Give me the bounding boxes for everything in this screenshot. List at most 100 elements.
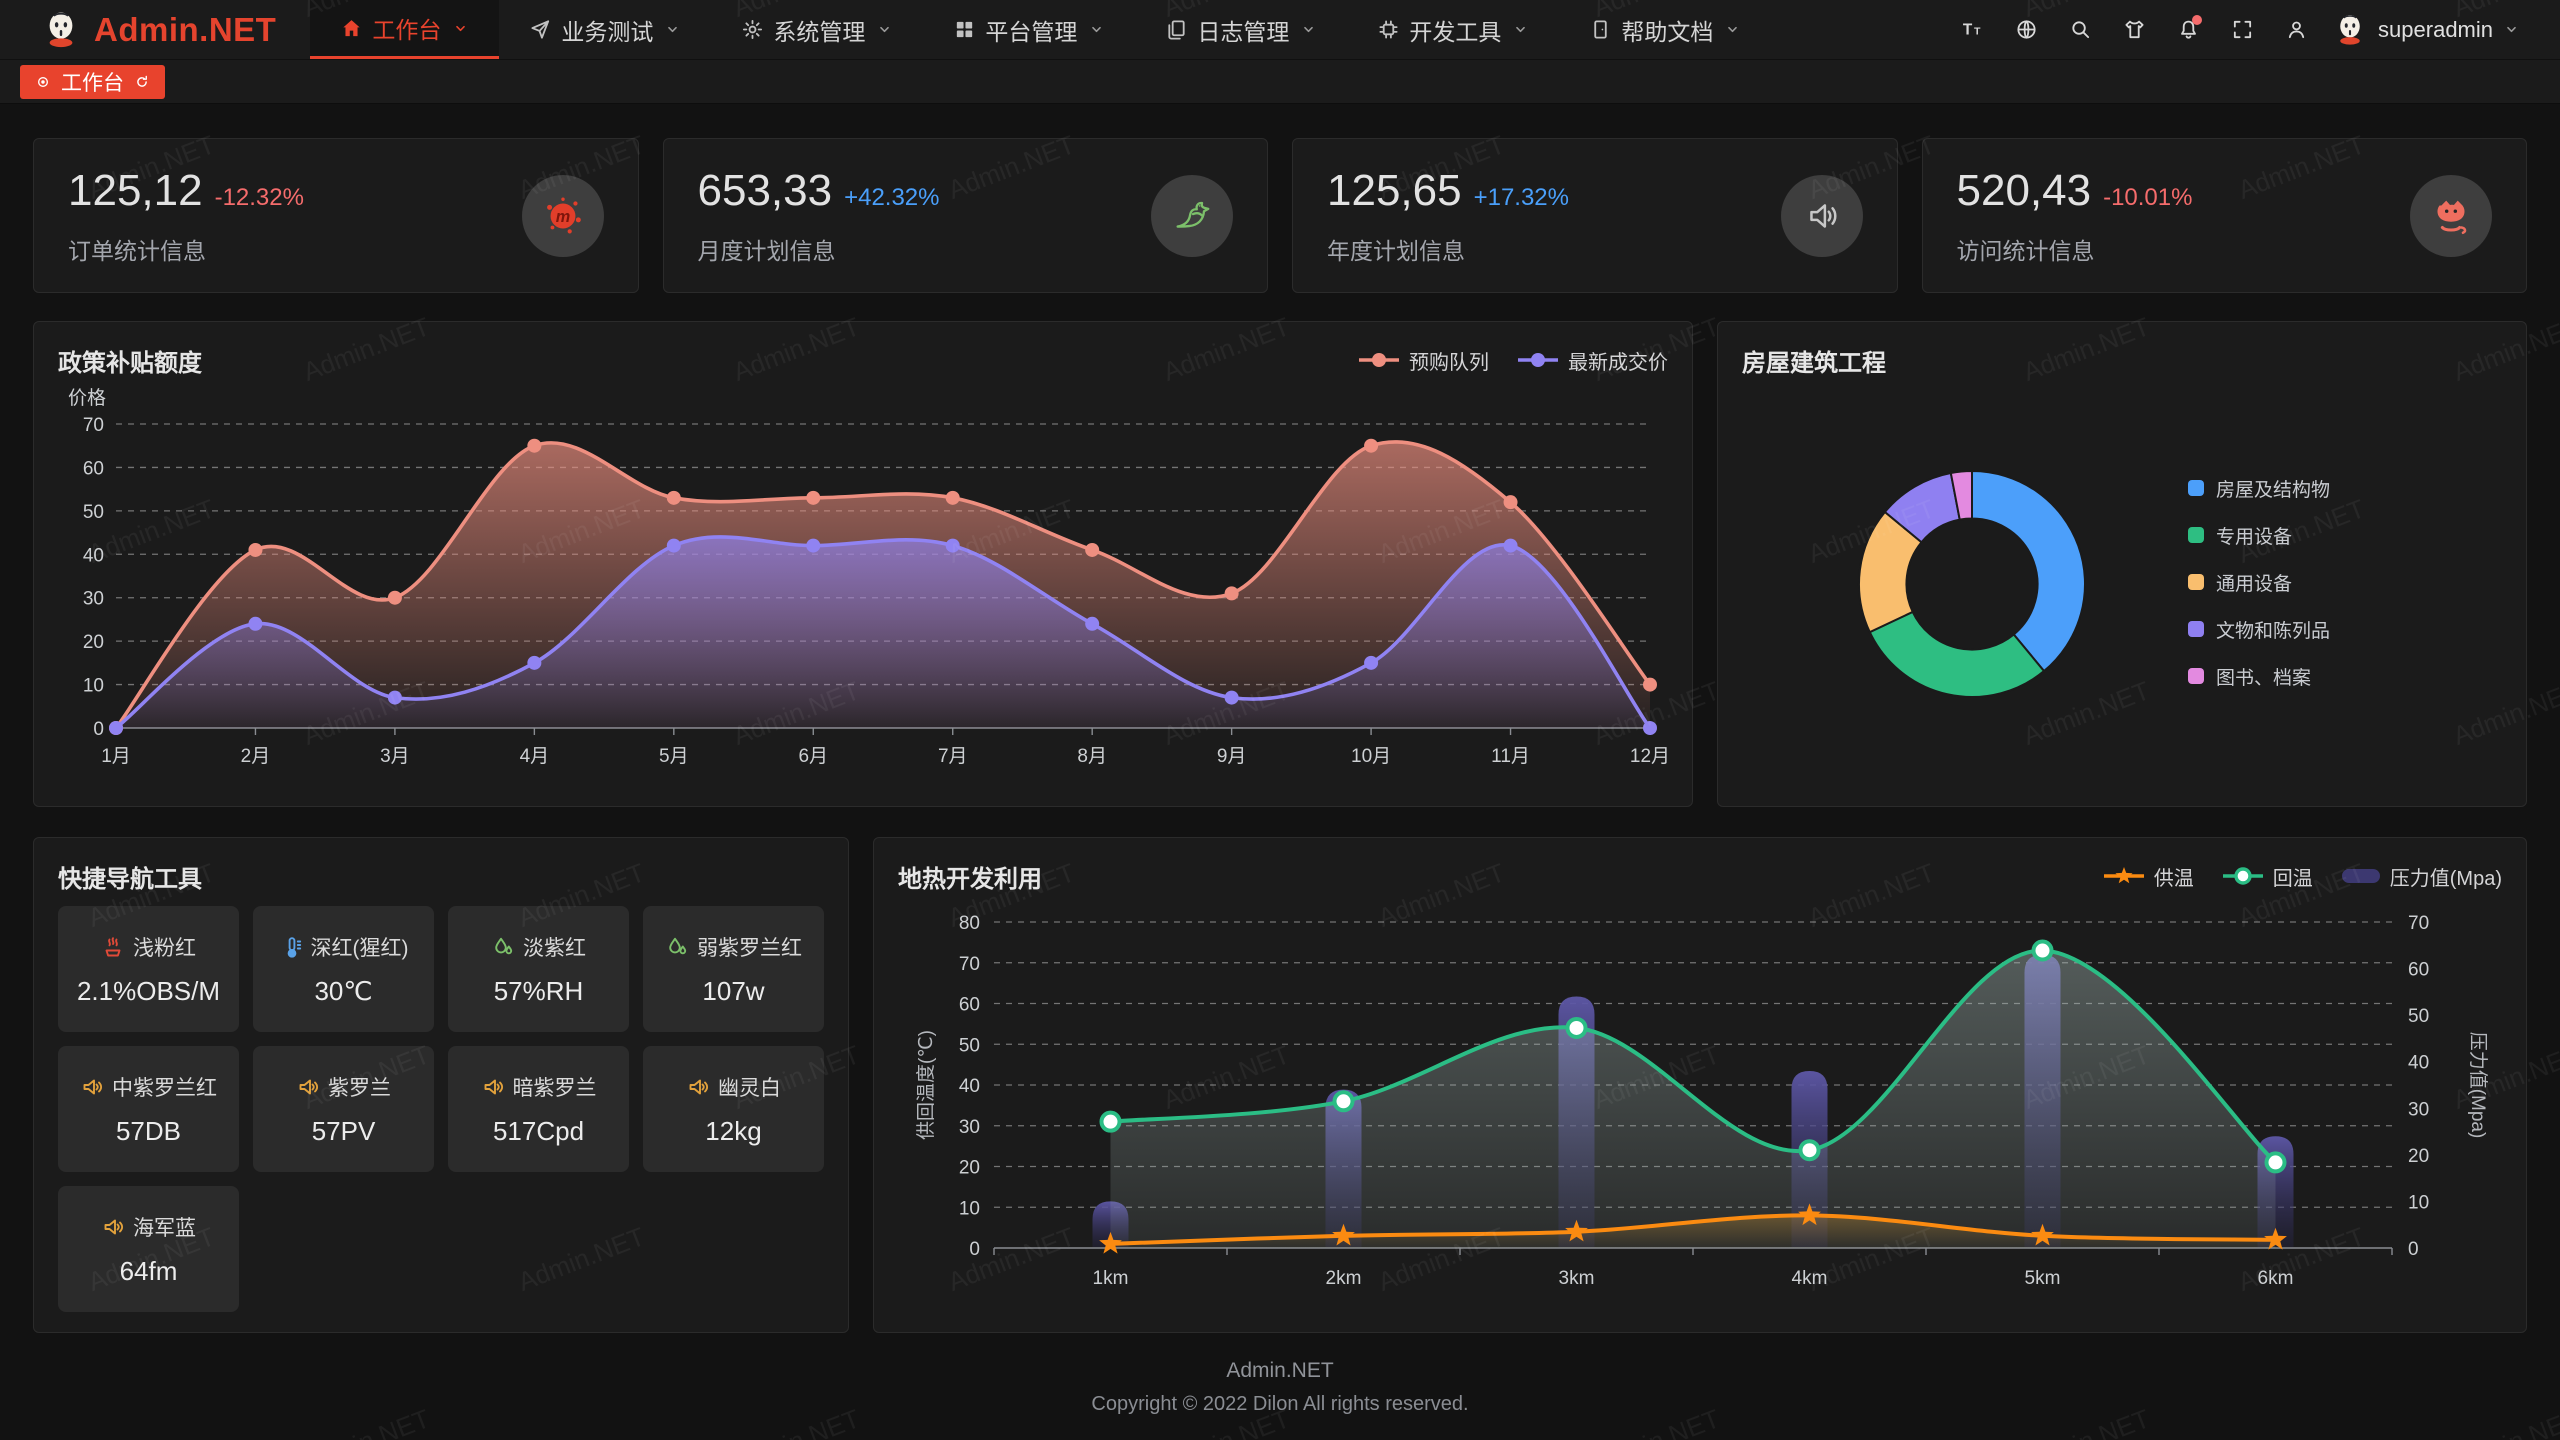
chevron-down-icon: [1300, 21, 1317, 38]
quick-nav-card-幽灵白[interactable]: 幽灵白 12kg: [643, 1046, 824, 1172]
stat-delta: +42.32%: [844, 183, 940, 211]
cpu-icon: [1377, 18, 1400, 41]
legend-label: 压力值(Mpa): [2389, 867, 2502, 890]
quick-nav-grid: 浅粉红 2.1%OBS/M 深红(猩红) 30℃ 淡紫红 57%RH 弱紫罗兰红 107w 中紫…: [58, 906, 824, 1312]
legend-swatch: [2188, 527, 2204, 543]
chevron-down-icon: [1088, 21, 1105, 38]
legend-item-预购队列[interactable]: 预购队列: [1358, 346, 1489, 375]
stat-value: 125,65: [1327, 165, 1462, 215]
legend-item-回温[interactable]: 回温: [2222, 862, 2313, 891]
legend-swatch: [2188, 574, 2204, 590]
menu-item-日志管理[interactable]: 日志管理: [1135, 0, 1347, 59]
svg-text:0: 0: [93, 719, 104, 740]
geothermal-chart-legend: 供温 回温 压力值(Mpa): [2103, 862, 2502, 891]
legend-item-图书、档案[interactable]: 图书、档案: [2188, 663, 2330, 690]
menu-item-开发工具[interactable]: 开发工具: [1347, 0, 1559, 59]
quick-nav-value: 107w: [702, 975, 765, 1006]
chevron-down-icon: [876, 21, 893, 38]
menu-item-帮助文档[interactable]: 帮助文档: [1559, 0, 1771, 59]
drop-icon: [491, 935, 515, 959]
legend-swatch: [2188, 621, 2204, 637]
header-spacer: [1771, 0, 1950, 59]
svg-text:30: 30: [959, 1117, 980, 1138]
quick-nav-card-深红(猩红)[interactable]: 深红(猩红) 30℃: [253, 906, 434, 1032]
tab-workbench[interactable]: 工作台: [20, 64, 165, 99]
logo[interactable]: Admin.NET: [0, 0, 310, 59]
legend-item-专用设备[interactable]: 专用设备: [2188, 522, 2330, 549]
svg-text:80: 80: [959, 913, 980, 934]
refresh-icon[interactable]: [134, 74, 150, 90]
legend-item-供温[interactable]: 供温: [2103, 862, 2194, 891]
svg-text:50: 50: [959, 1035, 980, 1056]
quick-nav-card-弱紫罗兰红[interactable]: 弱紫罗兰红 107w: [643, 906, 824, 1032]
person-button[interactable]: [2274, 8, 2318, 52]
pie-slice-图书、档案[interactable]: [1949, 469, 1973, 521]
chevron-down-icon: [452, 20, 469, 37]
svg-text:4月: 4月: [520, 746, 550, 767]
svg-text:30: 30: [83, 589, 104, 610]
quick-nav-value: 2.1%OBS/M: [76, 975, 221, 1006]
quick-nav-card-浅粉红[interactable]: 浅粉红 2.1%OBS/M: [58, 906, 239, 1032]
volume-icon: [80, 1075, 104, 1099]
quick-nav-card-淡紫红[interactable]: 淡紫红 57%RH: [448, 906, 629, 1032]
language-button[interactable]: [2004, 8, 2048, 52]
legend-item-文物和陈列品[interactable]: 文物和陈列品: [2188, 616, 2330, 643]
menu-item-平台管理[interactable]: 平台管理: [923, 0, 1135, 59]
svg-text:30: 30: [2408, 1099, 2429, 1120]
policy-subsidy-chart[interactable]: 0 10 20 30 40 50 60 70 价格 1月 2月 3月 4月 5月 6月 7月 8月 9月 10月 11…: [58, 378, 1670, 782]
menu-item-label: 系统管理: [773, 18, 866, 45]
subsidy-chart-legend: 预购队列 最新成交价: [1358, 346, 1668, 375]
legend-item-压力值(Mpa)[interactable]: 压力值(Mpa): [2341, 862, 2502, 891]
building-donut-chart[interactable]: [1742, 382, 2182, 782]
svg-text:6月: 6月: [798, 746, 828, 767]
svg-text:T: T: [1973, 25, 1980, 37]
quick-nav-value: 57%RH: [493, 975, 584, 1006]
legend-item-房屋及结构物[interactable]: 房屋及结构物: [2188, 475, 2330, 502]
panel-quick-nav: 快捷导航工具 浅粉红 2.1%OBS/M 深红(猩红) 30℃ 淡紫红 57%RH 弱紫罗兰…: [33, 837, 849, 1333]
pie-slice-房屋及结构物[interactable]: [1971, 469, 2086, 673]
stat-delta: -12.32%: [214, 183, 304, 211]
legend-label: 文物和陈列品: [2216, 620, 2331, 642]
menu-item-工作台[interactable]: 工作台: [310, 0, 500, 59]
quick-nav-card-中紫罗兰红[interactable]: 中紫罗兰红 57DB: [58, 1046, 239, 1172]
svg-text:3月: 3月: [380, 746, 410, 767]
bell-button[interactable]: [2166, 8, 2210, 52]
user-menu[interactable]: superadmin: [2332, 0, 2560, 59]
search-button[interactable]: [2058, 8, 2102, 52]
pie-slice-专用设备[interactable]: [1868, 610, 2046, 698]
quick-nav-value: 30℃: [314, 975, 373, 1006]
menu-item-业务测试[interactable]: 业务测试: [499, 0, 711, 59]
quick-nav-card-紫罗兰[interactable]: 紫罗兰 57PV: [253, 1046, 434, 1172]
svg-text:2月: 2月: [241, 746, 271, 767]
geothermal-chart[interactable]: 0 10 20 30 40 50 60 70 80 0 10 20 30 40 50 60 70 1km 2km 3k…: [898, 894, 2504, 1306]
home-icon: [340, 17, 363, 40]
svg-text:5月: 5月: [659, 746, 689, 767]
stat-card-订单统计信息: 125,12 -12.32% 订单统计信息 m: [33, 138, 639, 293]
legend-item-最新成交价[interactable]: 最新成交价: [1517, 346, 1668, 375]
quick-nav-card-暗紫罗兰[interactable]: 暗紫罗兰 517Cpd: [448, 1046, 629, 1172]
menu-item-系统管理[interactable]: 系统管理: [711, 0, 923, 59]
footer-app-name: Admin.NET: [1226, 1359, 1334, 1382]
svg-text:10: 10: [959, 1198, 980, 1219]
legend-item-通用设备[interactable]: 通用设备: [2188, 569, 2330, 596]
svg-text:10月: 10月: [1351, 746, 1391, 767]
stat-card-访问统计信息: 520,43 -10.01% 访问统计信息: [1921, 138, 2527, 293]
quick-nav-name: 弱紫罗兰红: [697, 936, 802, 960]
legend-label: 专用设备: [2216, 526, 2293, 548]
gear-icon: [741, 18, 764, 41]
theme-button[interactable]: [2112, 8, 2156, 52]
svg-text:20: 20: [83, 632, 104, 653]
quick-nav-name: 暗紫罗兰: [512, 1076, 597, 1100]
svg-text:7月: 7月: [938, 746, 968, 767]
avatar: [2332, 12, 2368, 48]
stat-delta: -10.01%: [2103, 183, 2193, 211]
fullscreen-button[interactable]: [2220, 8, 2264, 52]
building-pie-wrap: 房屋及结构物 专用设备通用设备文物和陈列品图书、档案: [1742, 378, 2502, 786]
svg-text:2km: 2km: [1326, 1268, 1362, 1289]
workbench-page: 125,12 -12.32% 订单统计信息 m 653,33 +42.32% 月度计划信息 1…: [0, 104, 2560, 1416]
quick-nav-name: 中紫罗兰红: [112, 1076, 217, 1100]
volume-icon: [101, 1215, 125, 1239]
legend-label: 房屋及结构物: [2216, 479, 2331, 501]
quick-nav-card-海军蓝[interactable]: 海军蓝 64fm: [58, 1186, 239, 1312]
